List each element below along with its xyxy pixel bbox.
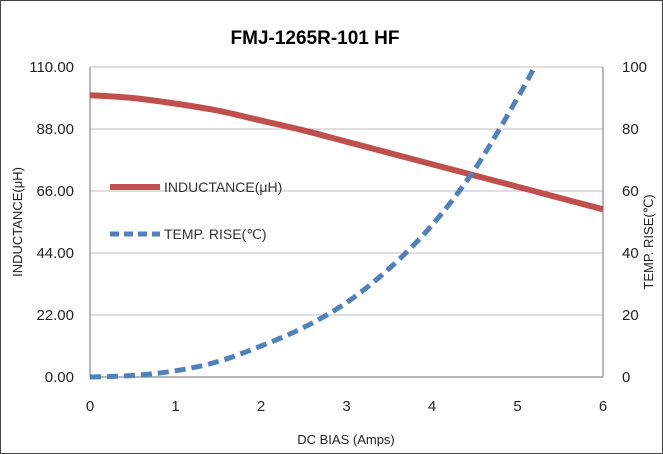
inductance-line (89, 92, 604, 213)
y-right-tick-label: 0 (622, 369, 630, 386)
temp-rise-line (89, 65, 537, 380)
y-left-tick-label: 66.00 (36, 183, 74, 200)
series-layer (89, 65, 604, 380)
axes (89, 67, 604, 378)
x-tick-label: 6 (599, 398, 607, 415)
y-left-tick-label: 88.00 (36, 121, 74, 138)
y-axis-label-left: INDUCTANCE(μH) (10, 167, 25, 277)
x-tick-label: 0 (86, 398, 94, 415)
x-tick-label: 2 (257, 398, 265, 415)
y-right-tick-label: 60 (622, 183, 639, 200)
y-left-tick-label: 0.00 (45, 369, 74, 386)
legend: INDUCTANCE(μH) TEMP. RISE(℃) (110, 179, 282, 242)
y-right-tick-label: 100 (622, 59, 647, 76)
legend-inductance-label: INDUCTANCE(μH) (164, 179, 282, 195)
x-tick-label: 5 (513, 398, 521, 415)
x-tick-label: 1 (171, 398, 179, 415)
tick-labels: 0.0022.0044.0066.0088.00110.000204060801… (29, 59, 647, 415)
y-left-tick-label: 44.00 (36, 245, 74, 262)
x-tick-label: 4 (428, 398, 436, 415)
y-axis-label-right: TEMP. RISE(℃) (641, 194, 656, 289)
gridlines (90, 66, 603, 316)
y-right-tick-label: 40 (622, 245, 639, 262)
x-axis-label: DC BIAS (Amps) (297, 432, 395, 447)
legend-temp-label: TEMP. RISE(℃) (164, 226, 267, 242)
y-right-tick-label: 80 (622, 121, 639, 138)
y-right-tick-label: 20 (622, 307, 639, 324)
y-left-tick-label: 22.00 (36, 307, 74, 324)
chart-title: FMJ-1265R-101 HF (231, 28, 400, 49)
y-left-tick-label: 110.00 (29, 59, 74, 76)
x-tick-label: 3 (342, 398, 350, 415)
